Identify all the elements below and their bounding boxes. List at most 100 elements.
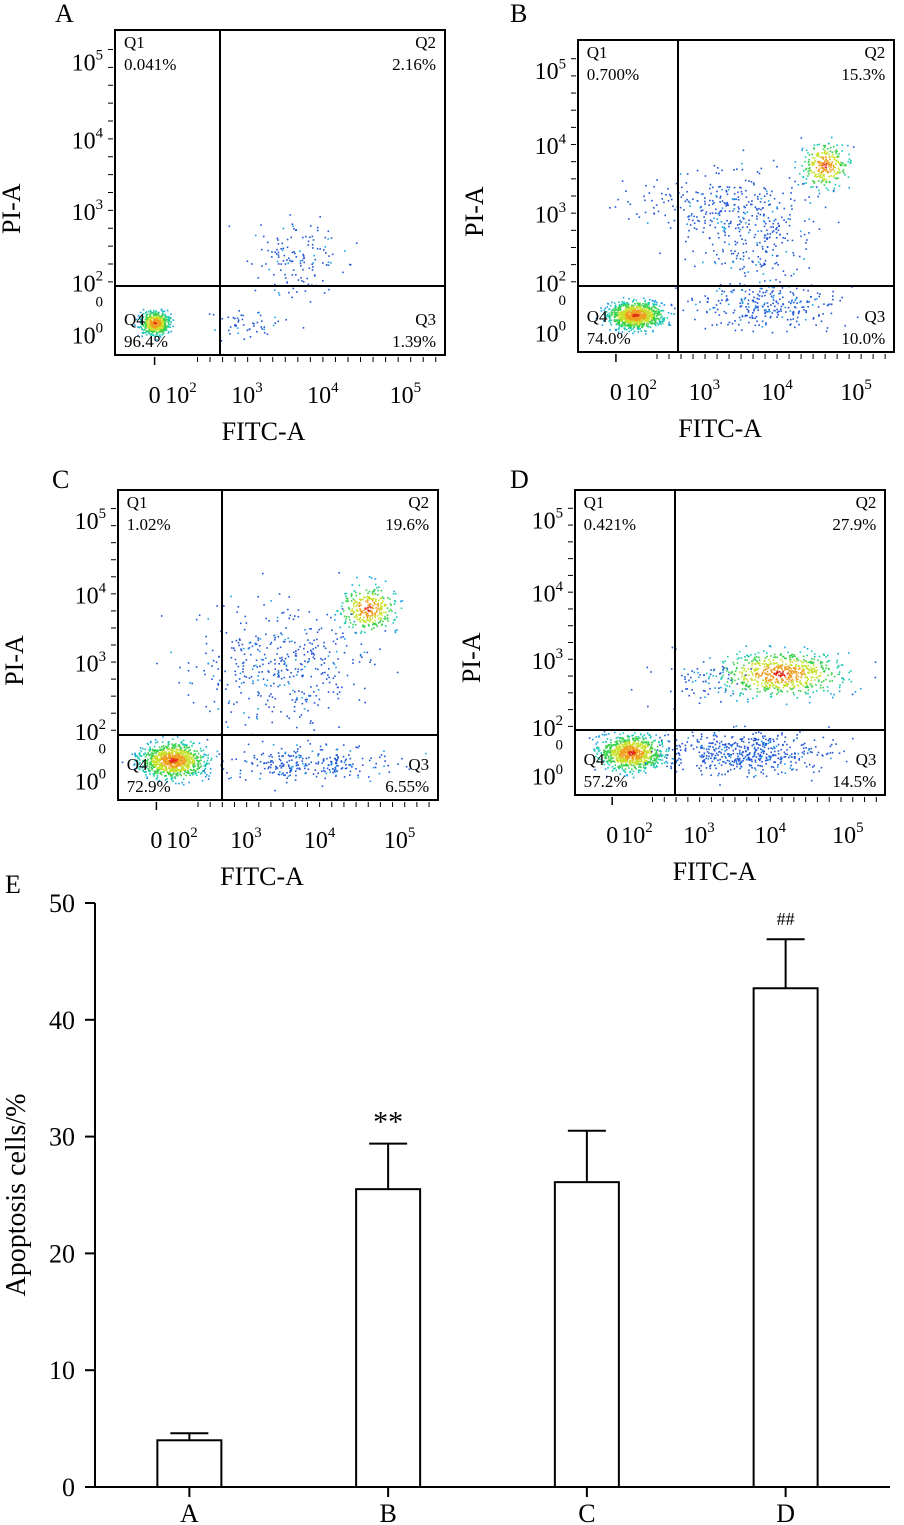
scatter-dot xyxy=(247,647,250,650)
scatter-dot xyxy=(805,178,808,180)
scatter-dot xyxy=(359,609,362,611)
scatter-dot xyxy=(387,596,389,599)
scatter-dot xyxy=(659,759,662,761)
scatter-dot xyxy=(176,763,179,766)
scatter-dot xyxy=(667,221,670,224)
scatter-dot xyxy=(192,759,195,762)
scatter-dot xyxy=(644,300,647,303)
scatter-dot xyxy=(156,763,158,766)
scatter-dot xyxy=(145,754,148,756)
scatter-dot xyxy=(309,301,312,303)
scatter-dot xyxy=(161,764,164,767)
scatter-dot xyxy=(271,710,274,713)
scatter-dot xyxy=(771,312,774,314)
scatter-dot xyxy=(716,290,718,292)
scatter-dot xyxy=(291,274,294,276)
scatter-dot xyxy=(348,754,350,756)
scatter-dot xyxy=(179,769,182,771)
scatter-dot xyxy=(330,261,332,264)
scatter-dot xyxy=(711,199,714,202)
scatter-dot xyxy=(187,754,189,756)
scatter-dot xyxy=(296,744,298,746)
scatter-dot xyxy=(609,315,612,318)
scatter-dot xyxy=(146,325,149,328)
scatter-dot xyxy=(774,218,777,221)
scatter-dot xyxy=(616,308,618,311)
scatter-dot xyxy=(738,208,740,210)
scatter-dot xyxy=(322,769,325,772)
scatter-dot xyxy=(647,325,649,328)
scatter-dot xyxy=(741,314,744,317)
scatter-dot xyxy=(175,760,178,763)
scatter-dot xyxy=(376,609,378,612)
scatter-dot xyxy=(364,620,367,623)
scatter-dot xyxy=(823,178,826,180)
scatter-dot xyxy=(741,302,744,305)
scatter-dot xyxy=(301,259,304,262)
scatter-dot xyxy=(259,638,262,640)
scatter-dot xyxy=(632,764,635,767)
scatter-dot xyxy=(655,324,657,327)
scatter-dot xyxy=(648,308,651,311)
scatter-dot xyxy=(140,323,143,325)
scatter-dot xyxy=(152,760,155,762)
scatter-dot xyxy=(772,159,775,162)
scatter-dot xyxy=(776,165,778,168)
scatter-dot xyxy=(255,659,258,662)
scatter-dot xyxy=(179,749,181,751)
scatter-dot xyxy=(148,323,151,325)
scatter-dot xyxy=(153,766,156,768)
scatter-dot xyxy=(612,768,615,770)
scatter-dot xyxy=(297,615,300,618)
scatter-dot xyxy=(761,325,764,328)
scatter-dot xyxy=(835,156,838,158)
scatter-dot xyxy=(332,677,335,680)
scatter-dot xyxy=(169,763,171,766)
scatter-dot xyxy=(794,161,797,163)
scatter-dot xyxy=(349,750,352,752)
scatter-dot xyxy=(666,316,668,319)
scatter-dot xyxy=(170,769,172,772)
scatter-dot xyxy=(296,764,299,766)
scatter-dot xyxy=(819,156,821,158)
scatter-dot xyxy=(739,219,741,222)
scatter-dot xyxy=(306,661,309,663)
scatter-dot xyxy=(838,169,841,171)
scatter-dot xyxy=(352,763,354,766)
scatter-dot xyxy=(614,306,616,308)
scatter-dot xyxy=(767,305,769,308)
quadrant-name-q2: Q2 xyxy=(864,43,885,62)
scatter-dot xyxy=(832,145,835,148)
scatter-dot xyxy=(801,306,804,309)
scatter-dot xyxy=(329,756,331,759)
scatter-dot xyxy=(794,180,796,183)
scatter-dot xyxy=(237,665,240,668)
scatter-dot xyxy=(345,764,347,766)
scatter-dot xyxy=(367,623,370,626)
scatter-dot xyxy=(317,761,320,763)
scatter-dot xyxy=(245,676,248,678)
scatter-dot xyxy=(251,763,254,765)
scatter-dot xyxy=(343,761,346,764)
scatter-dot xyxy=(621,748,624,751)
scatter-dot xyxy=(162,735,164,738)
scatter-dot xyxy=(162,755,165,758)
scatter-dot xyxy=(241,643,244,646)
scatter-dot xyxy=(294,690,296,693)
quadrant-name-q4: Q4 xyxy=(127,755,148,774)
scatter-dot xyxy=(266,647,268,649)
scatter-dot xyxy=(824,169,827,172)
scatter-dot xyxy=(140,755,143,757)
scatter-dot xyxy=(163,319,165,321)
scatter-dot xyxy=(334,613,337,616)
scatter-dot xyxy=(632,328,634,330)
scatter-dot xyxy=(823,179,826,182)
scatter-dot xyxy=(754,307,757,309)
scatter-dot xyxy=(386,618,389,620)
scatter-dot xyxy=(613,311,616,313)
scatter-dot xyxy=(691,297,693,300)
scatter-dot xyxy=(720,322,723,324)
scatter-dot xyxy=(191,754,193,756)
scatter-dot xyxy=(756,215,758,218)
